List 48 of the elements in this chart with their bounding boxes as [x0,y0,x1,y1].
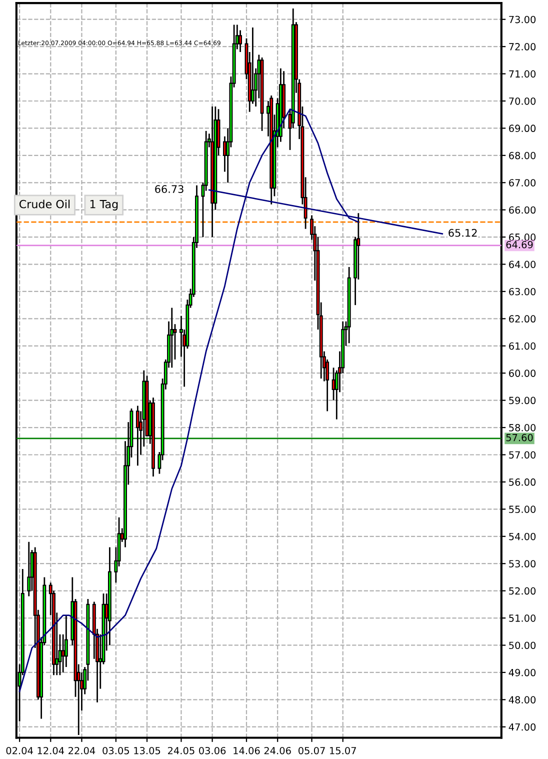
y-tick-label: 71.00 [509,70,536,78]
y-tick-label: 68.00 [509,152,536,160]
x-tick-label: 03.06 [199,746,226,754]
y-tick-label: 64.00 [509,260,536,268]
x-tick-label: 22.04 [68,746,96,754]
y-tick-label: 70.00 [509,97,536,105]
y-tick-label: 72.00 [509,43,536,50]
annotation: 65.12 [448,228,477,237]
x-tick-label: 05.07 [298,746,325,754]
x-tick-label: 03.05 [102,746,129,754]
y-tick-label: 51.00 [509,614,536,622]
x-tick-label: 12.04 [38,746,64,754]
y-tick-label: 50.00 [509,642,536,650]
y-tick-label: 69.00 [509,124,536,132]
y-tick-label: 47.00 [508,723,536,731]
x-tick-label: 13.05 [134,746,160,754]
candlestick [170,307,174,368]
ref-line-label: 64.69 [506,240,533,248]
y-tick-label: 59.00 [509,396,536,404]
y-tick-label: 56.00 [509,478,536,486]
annotation: 66.73 [155,185,184,193]
x-tick-label: 24.06 [264,746,291,754]
x-tick-label: 24.05 [168,746,194,754]
y-tick-label: 66.00 [509,206,536,214]
annotation: Crude Oil [19,200,70,208]
x-tick-label: 14.06 [234,746,260,754]
candlestick [27,541,31,597]
y-tick-label: 62.00 [509,315,536,323]
y-tick-label: 52.00 [509,587,536,595]
y-tick-label: 61.00 [509,342,536,350]
y-tick-label: 73.00 [509,16,536,24]
y-tick-label: 53.00 [509,560,536,568]
y-tick-label: 54.00 [509,532,536,540]
y-tick-label: 60.00 [509,370,536,377]
candlestick [173,323,177,360]
annotation: 1 Tag [90,200,118,210]
y-tick-label: 48.00 [508,696,536,704]
y-tick-label: 57.00 [509,451,536,459]
y-tick-label: 65.00 [509,234,536,241]
x-tick-label: 15.07 [330,746,356,754]
x-tick-label: 02.04 [6,746,33,754]
candlestick [136,405,140,466]
ref-line-label: 57.60 [506,434,533,442]
y-tick-label: 63.00 [509,288,536,296]
y-tick-label: 55.00 [509,506,536,514]
y-tick-label: 67.00 [509,179,536,186]
y-tick-label: 49.00 [508,668,536,676]
y-tick-label: 58.00 [509,424,536,432]
